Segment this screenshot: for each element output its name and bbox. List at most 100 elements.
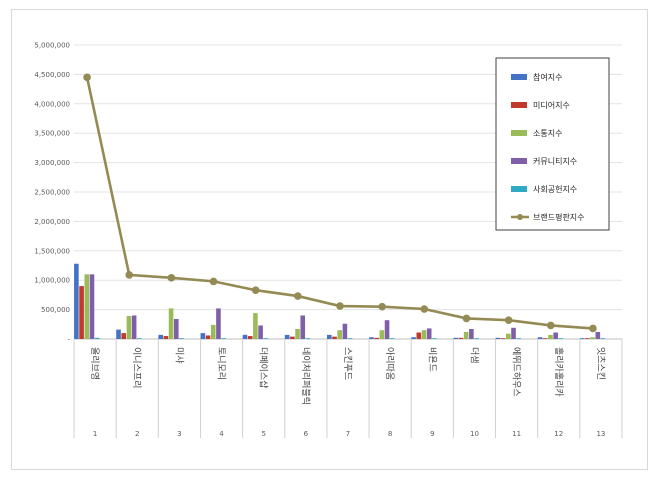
bar — [247, 336, 253, 339]
category-label: 잇츠스킨 — [595, 347, 607, 380]
bar — [590, 337, 595, 339]
y-tick-label: 1,000,000 — [34, 277, 70, 285]
bar — [500, 338, 506, 339]
bar — [79, 286, 84, 339]
y-tick-label: 500,000 — [41, 306, 70, 314]
category-label: 미샤 — [173, 347, 184, 364]
line-point — [83, 73, 91, 82]
y-tick-label: 2,500,000 — [34, 189, 70, 197]
bar — [158, 334, 163, 339]
rank-label: 9 — [430, 430, 434, 438]
y-tick-label: 3,500,000 — [34, 130, 70, 138]
rank-label: 7 — [346, 430, 350, 438]
line-point — [209, 277, 218, 286]
bar — [200, 333, 206, 339]
category-label: 이니스프리 — [131, 347, 142, 388]
bar — [258, 325, 263, 339]
legend-swatch — [511, 186, 527, 192]
bar — [342, 323, 348, 339]
bar — [205, 335, 211, 339]
category-label: 더샘 — [468, 347, 479, 364]
legend-label: 미디어지수 — [533, 100, 570, 110]
bar — [432, 338, 437, 339]
bar — [463, 331, 469, 339]
bar — [89, 274, 95, 339]
bar — [516, 338, 522, 339]
legend-label: 브랜드평판지수 — [533, 212, 585, 222]
bar — [474, 338, 479, 339]
line-point — [589, 324, 597, 333]
rank-label: 10 — [470, 430, 479, 438]
bar — [548, 334, 553, 339]
line-point — [378, 302, 386, 311]
bar — [453, 337, 459, 339]
bar — [379, 330, 385, 339]
line-point — [251, 286, 260, 294]
y-tick-label: 5,000,000 — [34, 42, 70, 50]
legend-swatch — [511, 130, 527, 136]
bar — [369, 337, 374, 339]
bar — [337, 330, 342, 339]
line-point — [294, 292, 302, 300]
bar — [210, 324, 216, 339]
legend-swatch — [511, 102, 527, 108]
bar — [290, 336, 295, 339]
bar — [426, 328, 432, 339]
bar — [469, 329, 474, 339]
rank-label: 2 — [135, 430, 139, 438]
legend-label: 참여지수 — [533, 72, 562, 82]
rank-label: 8 — [388, 430, 392, 438]
line-point — [125, 271, 134, 279]
rank-label: 11 — [512, 430, 521, 438]
legend-label: 소통지수 — [533, 129, 562, 138]
category-label: 아리따움 — [384, 347, 395, 380]
y-tick-label: 1,500,000 — [34, 247, 70, 255]
category-label: 더페이스샵 — [258, 347, 269, 388]
legend-label: 커뮤니티지수 — [533, 156, 577, 166]
bar — [506, 333, 511, 339]
bar — [216, 308, 221, 339]
y-tick-label: 2,000,000 — [34, 218, 70, 226]
bar — [94, 337, 100, 339]
bar — [542, 338, 548, 339]
rank-label: 5 — [261, 430, 265, 438]
y-tick-label: - — [67, 336, 70, 344]
legend-box — [495, 57, 610, 231]
bar — [537, 337, 543, 339]
rank-label: 1 — [93, 430, 97, 438]
bar — [579, 338, 585, 339]
bar — [600, 338, 606, 339]
bar — [116, 329, 121, 339]
y-tick-label: 3,000,000 — [34, 159, 70, 167]
bar — [327, 334, 332, 339]
bar — [126, 316, 132, 339]
category-label: 비욘드 — [426, 347, 437, 372]
line-point — [336, 302, 344, 310]
category-label: 토니모리 — [216, 347, 227, 380]
y-tick-label: 4,000,000 — [34, 100, 70, 108]
bar — [558, 338, 564, 339]
bar — [168, 308, 174, 339]
bar — [173, 319, 179, 339]
line-point — [462, 314, 471, 323]
bar — [263, 338, 269, 339]
bar — [305, 338, 311, 339]
rank-label: 12 — [554, 430, 563, 438]
category-label: 홀리카홀리카 — [553, 347, 565, 397]
bar — [384, 320, 390, 339]
bar — [253, 313, 258, 339]
bar — [585, 338, 590, 339]
rank-label: 6 — [304, 430, 309, 438]
legend-swatch — [511, 74, 527, 80]
bar — [332, 336, 337, 339]
rank-label: 3 — [177, 430, 181, 438]
category-label: 네이처리퍼블릭 — [300, 347, 312, 405]
rank-label: 4 — [219, 430, 224, 438]
bar — [295, 329, 300, 339]
bar — [74, 263, 79, 339]
legend-swatch-point — [517, 214, 523, 220]
line-series — [83, 73, 597, 333]
bar — [179, 338, 184, 339]
bar — [458, 337, 464, 339]
